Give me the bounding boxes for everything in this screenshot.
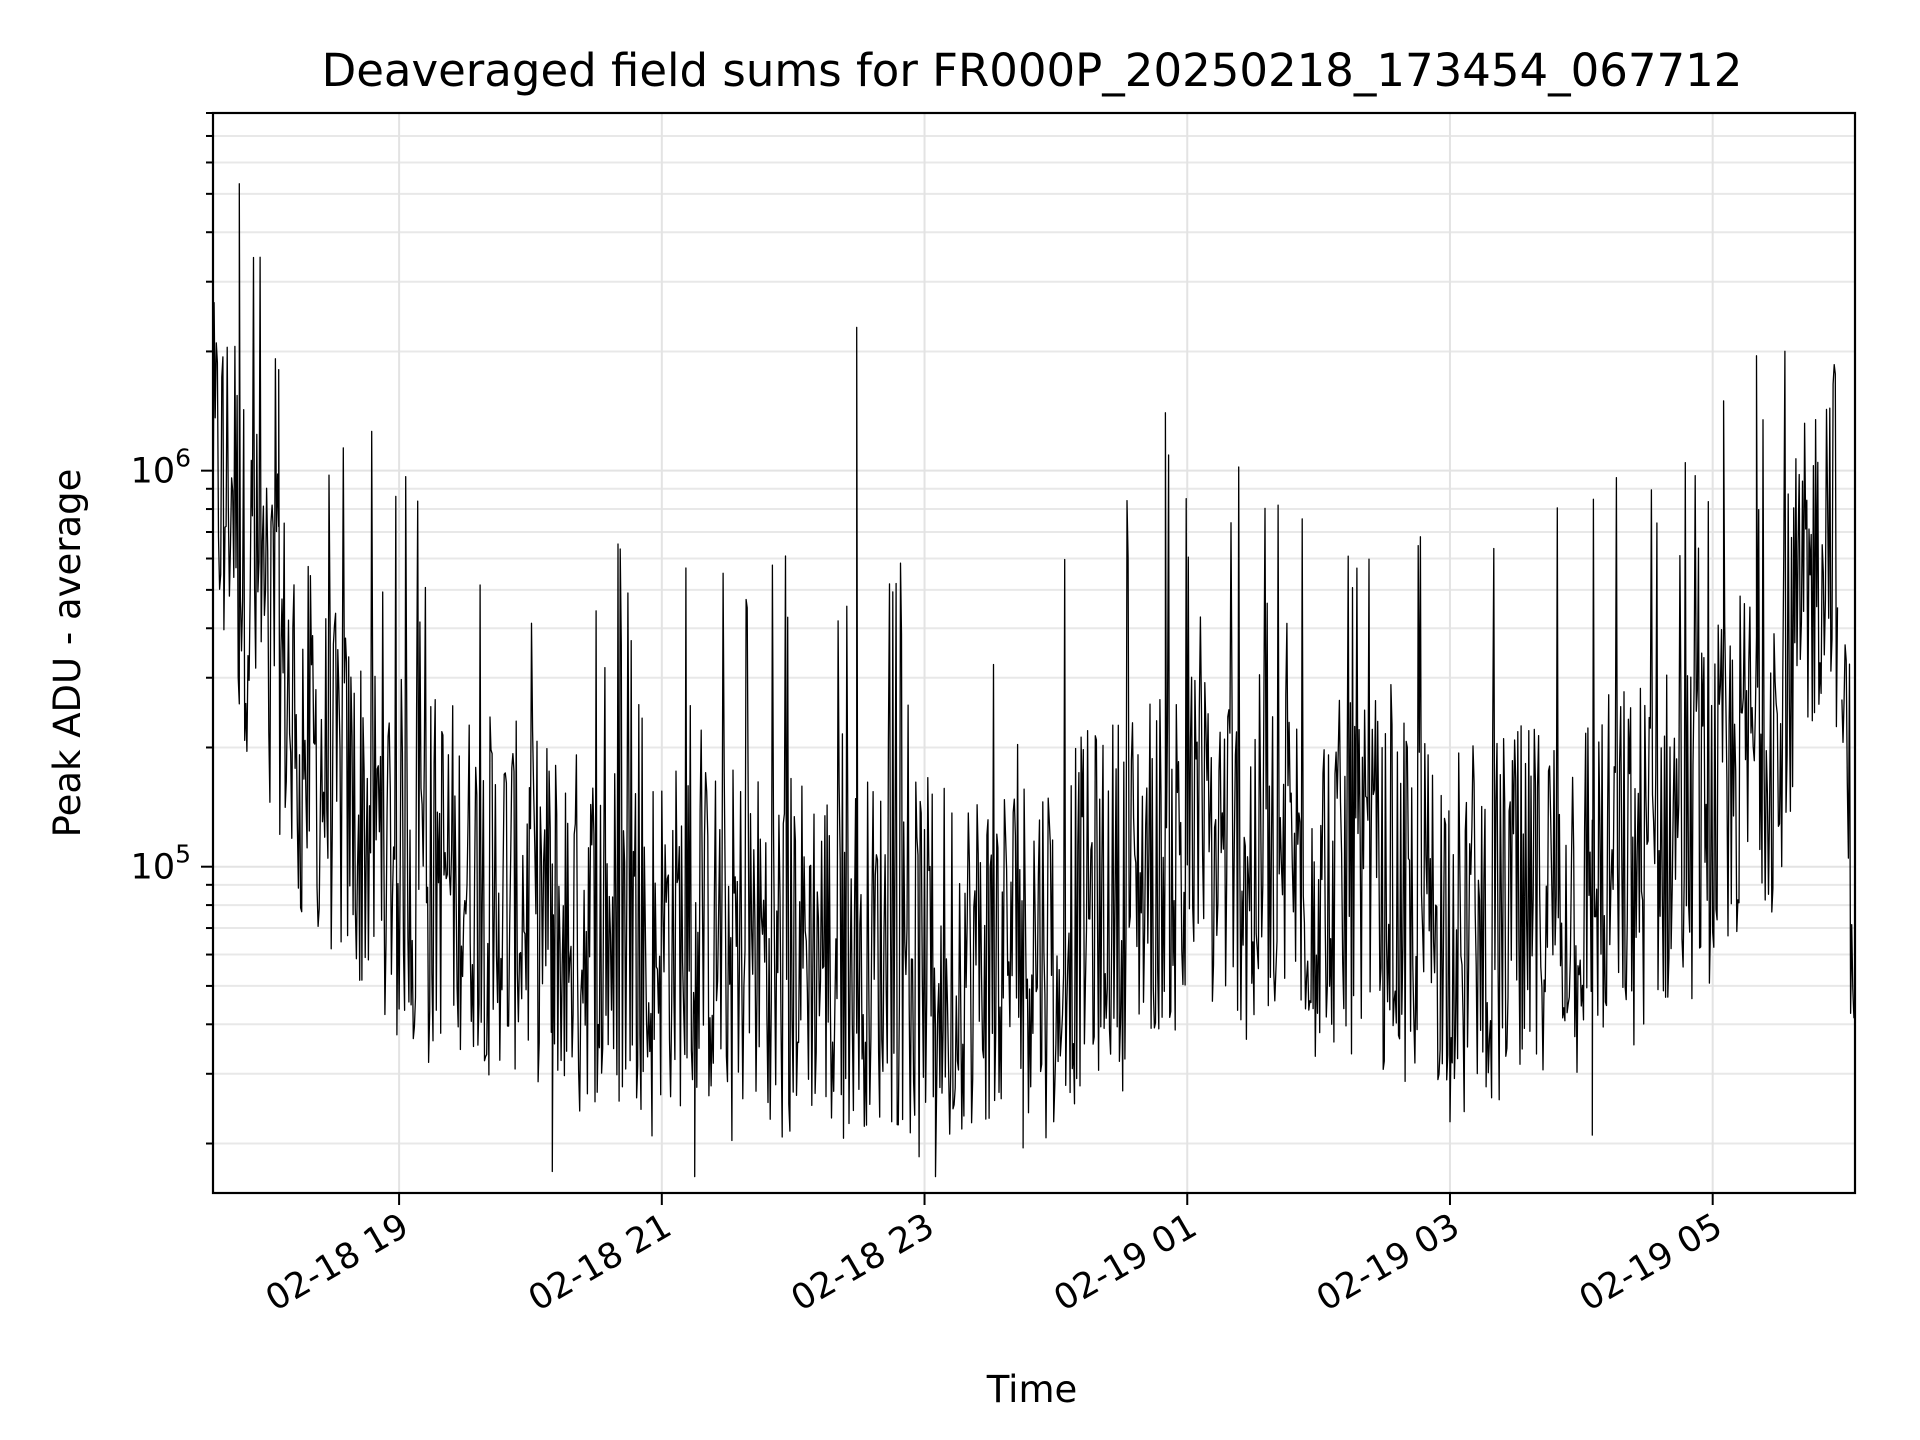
x-tick-label: 02-19 01 — [1047, 1206, 1203, 1319]
plot-frame — [211, 111, 1857, 1195]
x-tick-label: 02-19 05 — [1573, 1206, 1729, 1319]
minor-gridlines — [213, 112, 1855, 1145]
y-tick-label: 105 — [131, 840, 191, 888]
y-tick-label: 106 — [131, 444, 191, 492]
x-tick-label: 02-18 21 — [522, 1206, 678, 1319]
x-axis-ticks: 02-18 19 02-18 21 02-18 23 02-19 01 02-19 03… — [259, 1193, 1729, 1319]
x-axis-label: Time — [986, 1368, 1078, 1411]
x-tick-label: 02-19 03 — [1310, 1206, 1466, 1319]
major-gridlines — [213, 113, 1855, 1193]
y-axis-ticks: 105 106 — [131, 112, 213, 1145]
series-line — [212, 183, 1856, 1178]
chart-title: Deaveraged field sums for FR000P_2025021… — [322, 44, 1743, 97]
x-tick-label: 02-18 23 — [785, 1206, 941, 1319]
x-tick-label: 02-18 19 — [259, 1206, 415, 1319]
y-axis-label: Peak ADU - average — [46, 469, 89, 838]
